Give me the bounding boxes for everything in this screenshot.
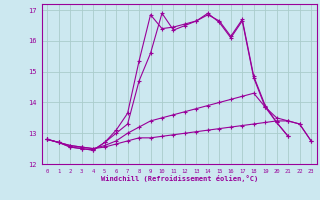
X-axis label: Windchill (Refroidissement éolien,°C): Windchill (Refroidissement éolien,°C) <box>100 175 258 182</box>
